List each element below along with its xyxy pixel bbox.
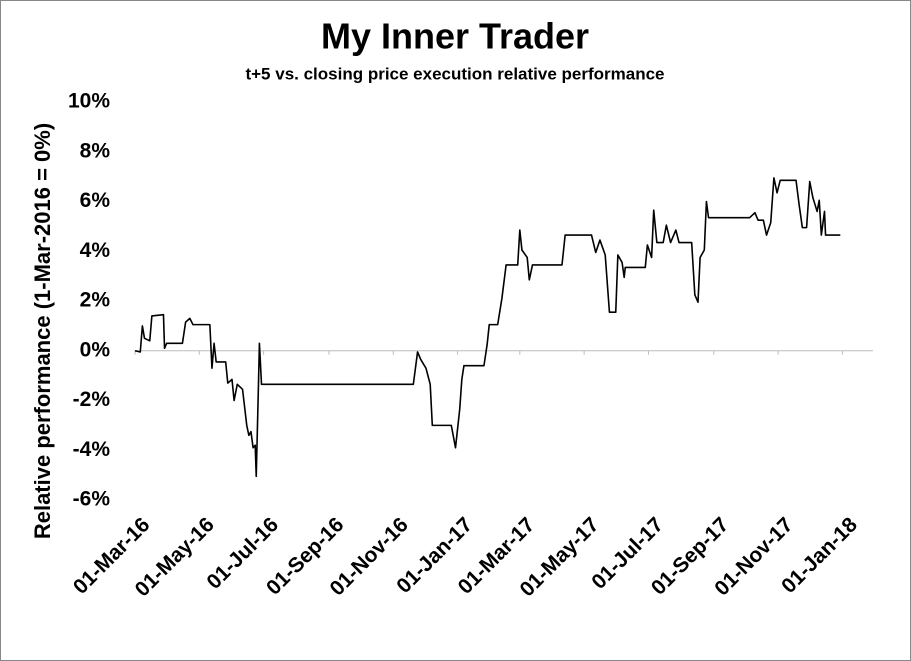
y-tick-label: 2% [80, 289, 111, 312]
y-tick-label: -4% [73, 438, 111, 461]
y-tick-label: 10% [68, 90, 110, 113]
y-tick-label: -2% [73, 388, 111, 411]
y-tick-label: -6% [73, 488, 111, 511]
y-tick-label: 6% [80, 189, 111, 212]
y-axis-title: Relative performance (1-Mar-2016 = 0%) [30, 123, 55, 539]
y-tick-label: 0% [80, 338, 111, 361]
chart-title: My Inner Trader [321, 16, 589, 57]
line-series [134, 177, 841, 478]
y-tick-label: 4% [80, 239, 111, 262]
chart-subtitle: t+5 vs. closing price execution relative… [245, 64, 664, 83]
y-tick-label: 8% [80, 139, 111, 162]
